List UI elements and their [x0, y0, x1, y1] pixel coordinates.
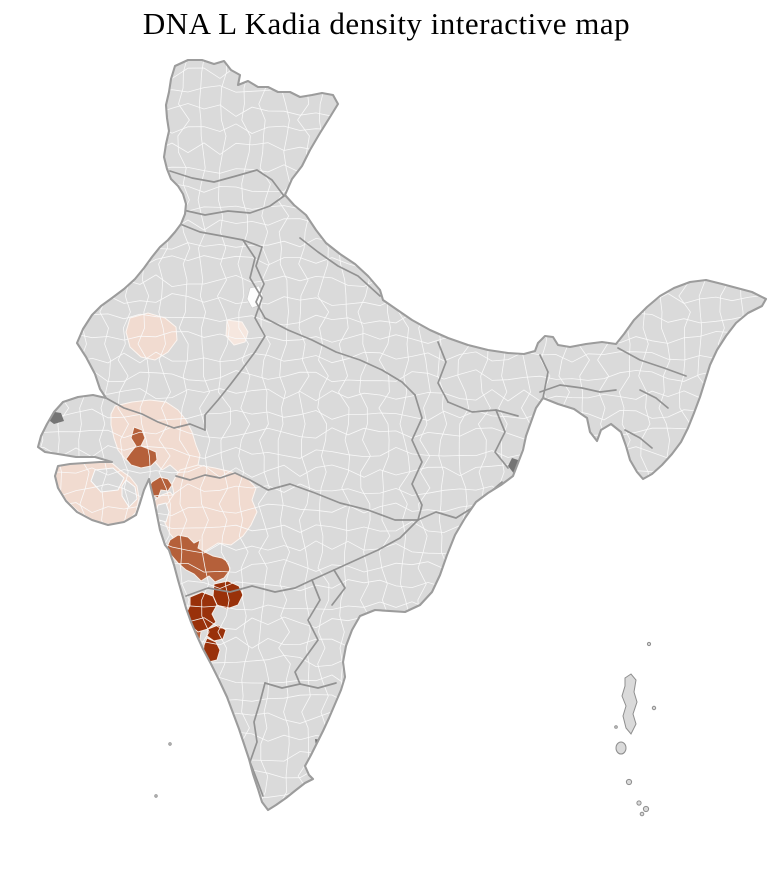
country-border	[36, 58, 768, 812]
lakshadweep-islands[interactable]	[154, 742, 172, 798]
sundarbans-delta	[508, 458, 541, 482]
state-borders	[105, 169, 687, 797]
district-region[interactable]	[121, 479, 138, 508]
andaman-nicobar-islands[interactable]	[614, 641, 657, 817]
map-title: DNA L Kadia density interactive map	[142, 6, 631, 41]
